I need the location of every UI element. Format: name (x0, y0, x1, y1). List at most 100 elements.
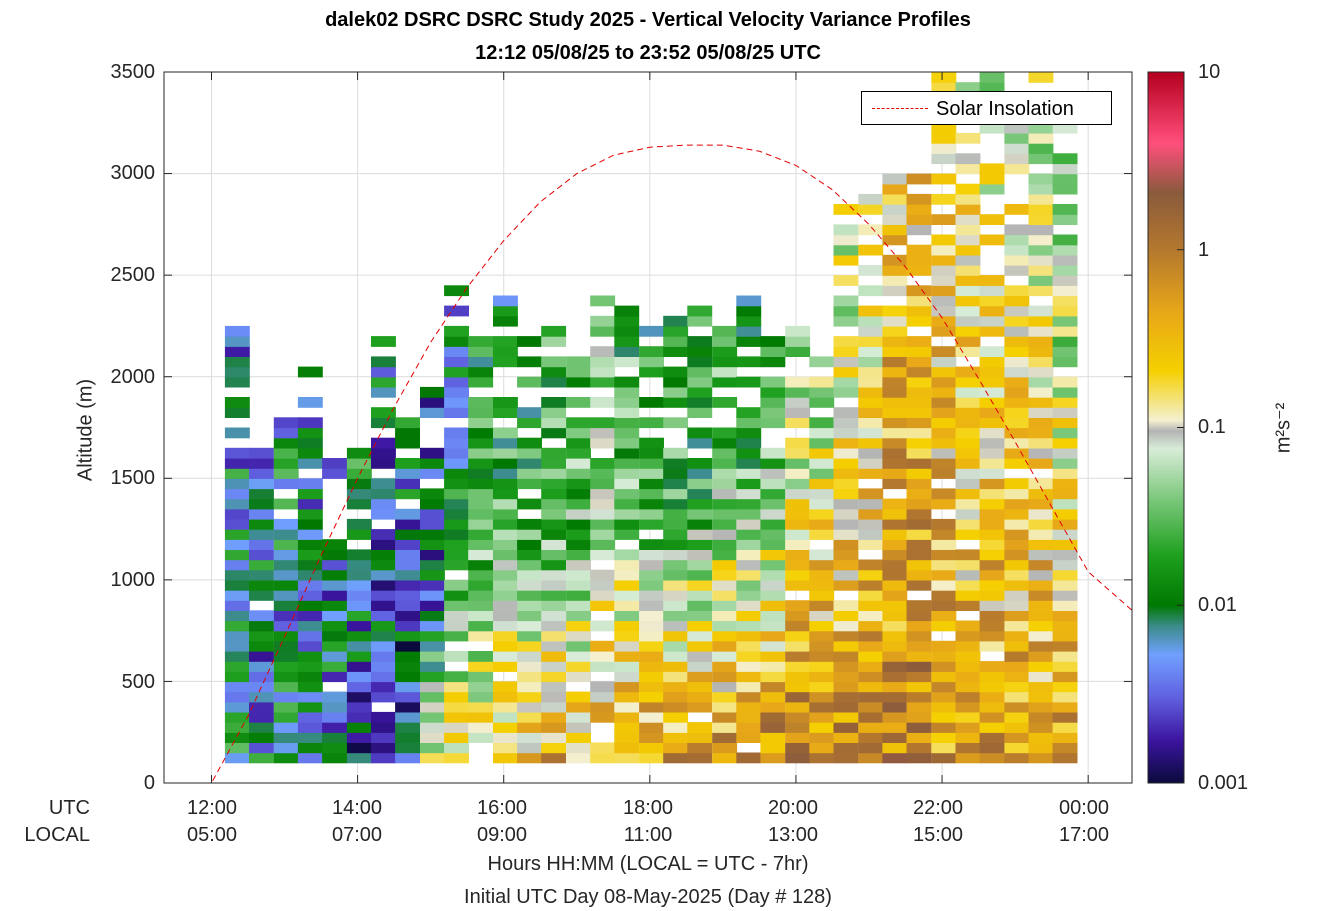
heatmap-cell (614, 732, 640, 743)
heatmap-cell (712, 732, 738, 743)
heatmap-cell (760, 386, 786, 398)
heatmap-cell (882, 722, 908, 733)
heatmap-cell (931, 132, 957, 144)
heatmap-cell (1028, 671, 1054, 683)
heatmap-cell (1004, 325, 1030, 337)
heatmap-cell (785, 549, 811, 561)
heatmap-cell (1004, 752, 1030, 764)
heatmap-cell (882, 315, 908, 327)
heatmap-cell (444, 722, 469, 733)
heatmap-cell (1052, 722, 1078, 733)
heatmap-cell (468, 701, 494, 713)
heatmap-cell (444, 671, 469, 683)
heatmap-cell (882, 397, 908, 408)
heatmap-cell (663, 518, 689, 530)
heatmap-cell (979, 610, 1005, 622)
heatmap-cell (249, 661, 274, 672)
heatmap-cell (882, 478, 908, 490)
heatmap-cell (444, 478, 469, 490)
heatmap-cell (590, 640, 616, 652)
heatmap-cell (371, 559, 396, 571)
heatmap-cell (712, 468, 738, 479)
heatmap-cell (297, 722, 323, 733)
heatmap-cell (614, 346, 640, 357)
heatmap-cell (1052, 711, 1078, 723)
heatmap-cell (833, 579, 859, 591)
heatmap-cell (224, 742, 250, 754)
heatmap-cell (1052, 295, 1078, 307)
heatmap-cell (566, 722, 591, 733)
heatmap-cell (590, 539, 616, 550)
heatmap-cell (663, 610, 689, 622)
heatmap-cell (736, 325, 762, 337)
heatmap-cell (1028, 701, 1054, 713)
heatmap-cell (931, 518, 957, 530)
heatmap-cell (639, 620, 664, 632)
heatmap-cell (833, 305, 859, 317)
heatmap-cell (833, 630, 859, 642)
heatmap-cell (809, 579, 835, 591)
heatmap-cell (249, 640, 274, 652)
y-tick-label: 1500 (110, 467, 156, 489)
heatmap-cell (931, 153, 957, 165)
heatmap-cell (1052, 234, 1078, 246)
heatmap-cell (444, 468, 469, 479)
heatmap-cell (979, 275, 1005, 286)
heatmap-cell (955, 305, 981, 317)
heatmap-cell (736, 661, 762, 672)
heatmap-cell (663, 691, 689, 703)
heatmap-cell (882, 356, 908, 368)
heatmap-cell (712, 722, 738, 733)
heatmap-cell (249, 701, 274, 713)
heatmap-cell (249, 549, 274, 561)
heatmap-cell (517, 630, 542, 642)
heatmap-cell (444, 579, 469, 591)
heatmap-cell (882, 579, 908, 591)
heatmap-cell (468, 681, 494, 693)
heatmap-cell (444, 539, 469, 550)
heatmap-cell (614, 336, 640, 347)
heatmap-cell (1052, 661, 1078, 672)
heatmap-cell (1004, 711, 1030, 723)
heatmap-cell (639, 610, 664, 622)
heatmap-cell (1052, 244, 1078, 256)
heatmap-cell (224, 610, 250, 622)
heatmap-cell (906, 224, 932, 236)
heatmap-cell (566, 651, 591, 662)
heatmap-cell (566, 427, 591, 439)
heatmap-cell (955, 82, 981, 93)
heatmap-cell (614, 590, 640, 601)
heatmap-cell (785, 458, 811, 469)
heatmap-cell (249, 518, 274, 530)
heatmap-cell (1052, 630, 1078, 642)
heatmap-cell (1004, 478, 1030, 490)
heatmap-cell (1052, 386, 1078, 398)
heatmap-cell (346, 742, 372, 754)
heatmap-cell (395, 651, 420, 662)
heatmap-cell (736, 691, 762, 703)
heatmap-cell (1052, 285, 1078, 297)
heatmap-cell (1004, 681, 1030, 693)
heatmap-cell (663, 346, 689, 357)
heatmap-cell (249, 569, 274, 581)
heatmap-cell (858, 711, 884, 723)
heatmap-cell (712, 691, 738, 703)
heatmap-cell (663, 529, 689, 540)
heatmap-cell (493, 600, 518, 611)
heatmap-cell (760, 559, 786, 571)
heatmap-cell (663, 366, 689, 378)
heatmap-cell (590, 590, 616, 601)
heatmap-cell (931, 143, 957, 154)
heatmap-cell (1004, 132, 1030, 144)
heatmap-cell (273, 620, 299, 632)
heatmap-cell (833, 549, 859, 561)
heatmap-cell (882, 366, 908, 378)
heatmap-cell (760, 691, 786, 703)
heatmap-cell (444, 437, 469, 449)
heatmap-cell (906, 356, 932, 368)
heatmap-cell (297, 742, 323, 754)
heatmap-cell (468, 610, 494, 622)
heatmap-cell (955, 742, 981, 754)
heatmap-cell (566, 569, 591, 581)
heatmap-cell (906, 305, 932, 317)
